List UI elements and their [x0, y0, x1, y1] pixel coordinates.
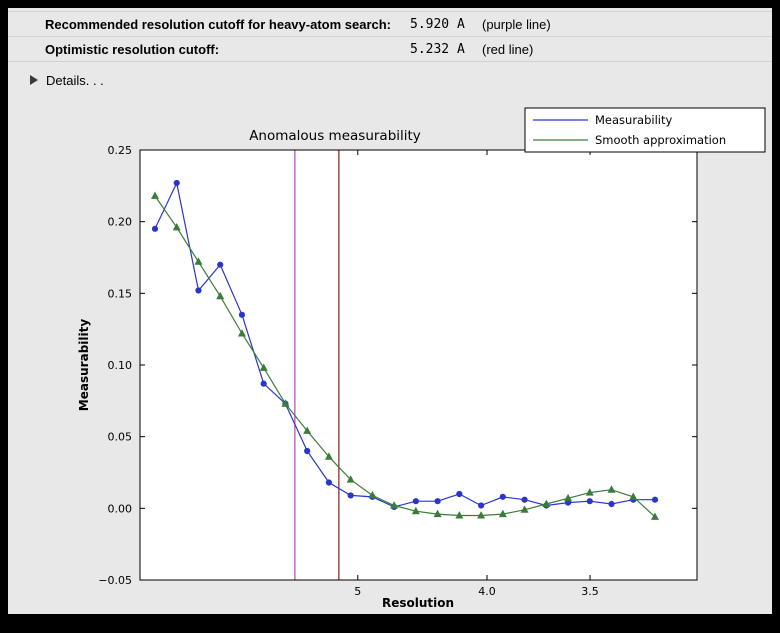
details-toggle[interactable]: Details. . . [8, 69, 170, 91]
triangle-marker [172, 223, 181, 231]
series-line [154, 195, 656, 518]
recommended-cutoff-value: 5.920 A [410, 16, 465, 32]
circle-marker [412, 498, 419, 505]
circle-marker [195, 287, 202, 294]
triangle-marker [477, 511, 486, 519]
triangle-marker [564, 493, 573, 502]
triangle-marker [455, 511, 464, 519]
triangle-marker [629, 492, 638, 500]
triangle-marker [194, 257, 203, 265]
recommended-cutoff-label: Recommended resolution cutoff for heavy-… [45, 16, 392, 32]
triangle-marker [607, 485, 616, 493]
recommended-cutoff-note: (purple line) [482, 16, 551, 32]
y-tick-label: 0.20 [108, 216, 133, 229]
legend-box [524, 107, 766, 153]
circle-marker [586, 498, 593, 505]
circle-marker [325, 479, 333, 486]
triangle-marker [433, 509, 442, 518]
plot-area [140, 150, 697, 580]
optimistic-cutoff-label: Optimistic resolution cutoff: [45, 41, 220, 57]
circle-marker [173, 179, 180, 187]
triangle-marker [237, 329, 246, 337]
x-tick-label: 5 [354, 585, 361, 598]
legend: Measurability Smooth approximation [524, 107, 766, 153]
chart-svg: −0.05 0.00 0.05 0.10 0.15 0.20 0.25 5 4.0 3.5 Ano… [77, 107, 766, 610]
triangle-marker [368, 491, 377, 499]
circle-marker [217, 261, 224, 268]
triangle-marker [346, 475, 355, 483]
y-tick-label: 0.25 [108, 144, 133, 157]
main-panel: Recommended resolution cutoff for heavy-… [8, 8, 772, 614]
legend-label-measurability: Measurability [595, 113, 672, 127]
chart-figure: −0.05 0.00 0.05 0.10 0.15 0.20 0.25 5 4.0 3.5 Ano… [10, 90, 770, 610]
y-tick-label: 0.10 [108, 359, 133, 372]
triangle-marker [585, 488, 594, 496]
triangle-marker [498, 509, 507, 518]
chart-title: Anomalous measurability [249, 128, 421, 144]
triangle-marker [520, 505, 529, 513]
circle-marker [499, 493, 506, 500]
triangle-marker [216, 291, 225, 300]
header-row-optimistic-cutoff: Optimistic resolution cutoff: 5.232 A (r… [8, 36, 772, 62]
series-line [154, 181, 655, 508]
circle-marker [434, 498, 441, 505]
triangle-marker [651, 512, 659, 520]
x-tick-label: 3.5 [581, 585, 599, 598]
triangle-marker [281, 399, 290, 407]
details-label: Details. . . [46, 72, 104, 88]
header-row-recommended-cutoff: Recommended resolution cutoff for heavy-… [8, 11, 772, 36]
circle-marker [456, 490, 463, 498]
triangle-marker [259, 363, 268, 371]
triangle-marker [411, 506, 420, 515]
y-axis-label: Measurability [77, 319, 91, 412]
triangle-marker [303, 426, 312, 434]
optimistic-cutoff-note: (red line) [482, 41, 534, 57]
circle-marker [347, 492, 354, 499]
plot-layer: −0.05 0.00 0.05 0.10 0.15 0.20 0.25 5 4.0 3.5 [98, 144, 698, 598]
triangle-marker [390, 501, 399, 509]
circle-marker [651, 496, 659, 503]
optimistic-cutoff-value: 5.232 A [410, 41, 465, 57]
circle-marker [477, 502, 485, 509]
triangle-marker [324, 452, 333, 460]
circle-marker [521, 496, 528, 503]
summary-header: Recommended resolution cutoff for heavy-… [8, 11, 772, 62]
circle-marker [151, 225, 159, 232]
circle-marker [304, 447, 311, 455]
circle-marker [260, 380, 267, 387]
x-tick-label: 4.0 [478, 585, 496, 598]
triangle-marker [542, 499, 551, 508]
triangle-marker [151, 191, 159, 199]
x-axis-label: Resolution [382, 596, 454, 610]
legend-label-smooth-approximation: Smooth approximation [595, 133, 726, 147]
y-tick-label: 0.15 [108, 287, 133, 300]
disclosure-triangle-icon [30, 75, 38, 85]
y-tick-label: 0.00 [108, 502, 133, 515]
circle-marker [608, 500, 615, 508]
y-tick-label: 0.05 [108, 431, 133, 444]
y-tick-label: −0.05 [98, 574, 132, 587]
circle-marker [238, 311, 246, 318]
